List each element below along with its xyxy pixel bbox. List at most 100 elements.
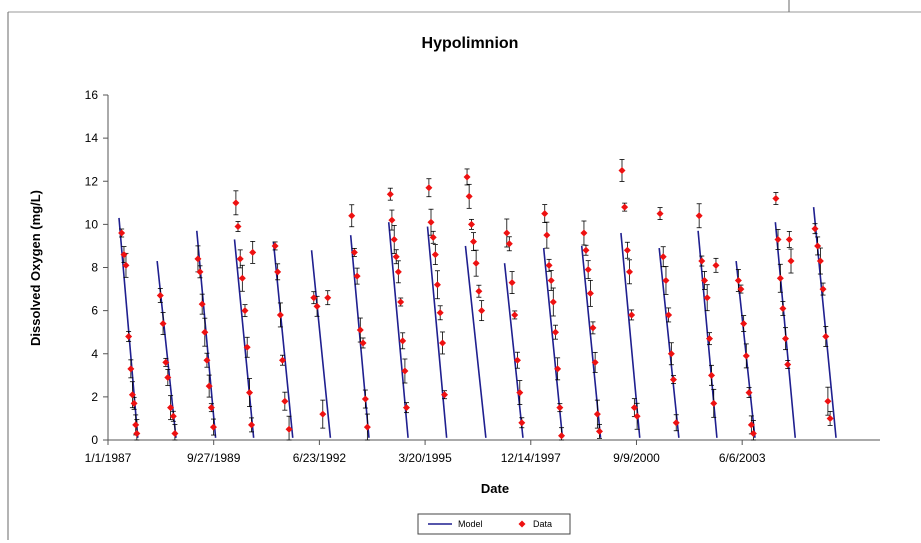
data-point <box>201 328 209 336</box>
data-point <box>399 337 407 345</box>
data-point <box>630 404 638 412</box>
data-point <box>774 235 782 243</box>
data-point <box>125 333 133 340</box>
y-axis-title: Dissolved Oxygen (mg/L) <box>28 190 43 346</box>
data-point <box>236 255 244 263</box>
data-point <box>353 272 361 280</box>
data-point <box>706 335 714 343</box>
data-point <box>552 328 560 336</box>
data-point <box>246 389 254 397</box>
data-point <box>249 248 257 256</box>
data-point <box>132 421 140 429</box>
data-point <box>545 261 553 269</box>
data-point <box>708 371 716 379</box>
data-point <box>669 376 677 384</box>
data-point <box>467 220 475 228</box>
data-point <box>469 238 477 246</box>
data-point <box>162 358 170 366</box>
data-point <box>505 240 513 248</box>
data-point <box>508 279 516 287</box>
data-point <box>595 427 603 435</box>
data-point <box>241 307 249 315</box>
data-point <box>171 430 179 438</box>
data-point <box>232 199 240 207</box>
model-line-segment <box>272 241 294 438</box>
data-point <box>785 235 793 243</box>
data-point <box>319 410 327 418</box>
data-point <box>429 233 437 241</box>
model-line-segment <box>503 263 524 438</box>
data-point <box>274 268 282 276</box>
data-point <box>749 430 757 438</box>
data-point <box>348 212 356 220</box>
data-point <box>740 320 748 328</box>
data-point <box>782 335 790 343</box>
data-point <box>463 173 471 181</box>
y-tick-label: 2 <box>91 390 98 404</box>
data-point <box>248 421 256 429</box>
data-point <box>747 421 755 429</box>
data-point <box>356 326 364 334</box>
data-point <box>169 412 177 420</box>
data-point <box>209 423 217 431</box>
data-point <box>238 274 246 282</box>
data-point <box>441 391 449 399</box>
data-point <box>285 425 293 433</box>
data-point <box>196 268 204 276</box>
data-point <box>402 404 410 412</box>
data-point <box>359 339 367 347</box>
data-point <box>734 276 742 284</box>
data-point <box>156 292 164 300</box>
model-line-segment <box>464 245 487 438</box>
data-point <box>698 257 706 265</box>
legend: Model Data <box>417 513 571 535</box>
data-point <box>633 412 641 420</box>
x-tick-label: 6/23/1992 <box>293 451 347 465</box>
data-point <box>712 261 720 269</box>
data-point <box>401 367 409 375</box>
data-point <box>279 356 287 364</box>
data-point <box>433 281 441 289</box>
data-point <box>363 423 371 431</box>
data-point <box>350 248 358 256</box>
data-point <box>742 352 750 360</box>
data-point <box>313 302 321 310</box>
legend-box <box>417 513 571 535</box>
data-point <box>120 251 128 259</box>
data-point <box>772 195 780 202</box>
model-line-segment <box>426 226 448 438</box>
data-point <box>556 404 564 412</box>
data-point <box>276 311 284 319</box>
data-point <box>394 268 402 276</box>
y-tick-label: 12 <box>85 174 99 188</box>
data-point <box>584 266 592 274</box>
data-point <box>198 300 206 308</box>
data-point <box>516 389 524 397</box>
data-point <box>511 311 519 319</box>
data-point <box>478 307 486 315</box>
data-point <box>465 192 473 200</box>
data-point <box>695 212 703 220</box>
x-axis-title: Date <box>481 481 509 496</box>
data-point <box>621 203 629 211</box>
legend-data-swatch <box>518 520 526 528</box>
x-tick-label: 1/1/1987 <box>85 451 132 465</box>
data-point <box>127 365 135 373</box>
data-point <box>541 210 549 218</box>
data-point <box>591 358 599 366</box>
data-point <box>784 361 792 369</box>
model-line-segment <box>233 239 255 438</box>
data-point <box>547 276 555 284</box>
data-point <box>475 287 483 295</box>
data-point <box>361 395 369 403</box>
model-line-segment <box>310 250 332 438</box>
data-point <box>122 261 130 269</box>
data-point <box>386 190 394 198</box>
data-point <box>271 242 279 250</box>
y-tick-label: 6 <box>91 304 98 318</box>
data-point <box>656 210 664 218</box>
data-point <box>558 432 566 440</box>
data-point <box>397 298 405 306</box>
data-point <box>130 399 138 407</box>
